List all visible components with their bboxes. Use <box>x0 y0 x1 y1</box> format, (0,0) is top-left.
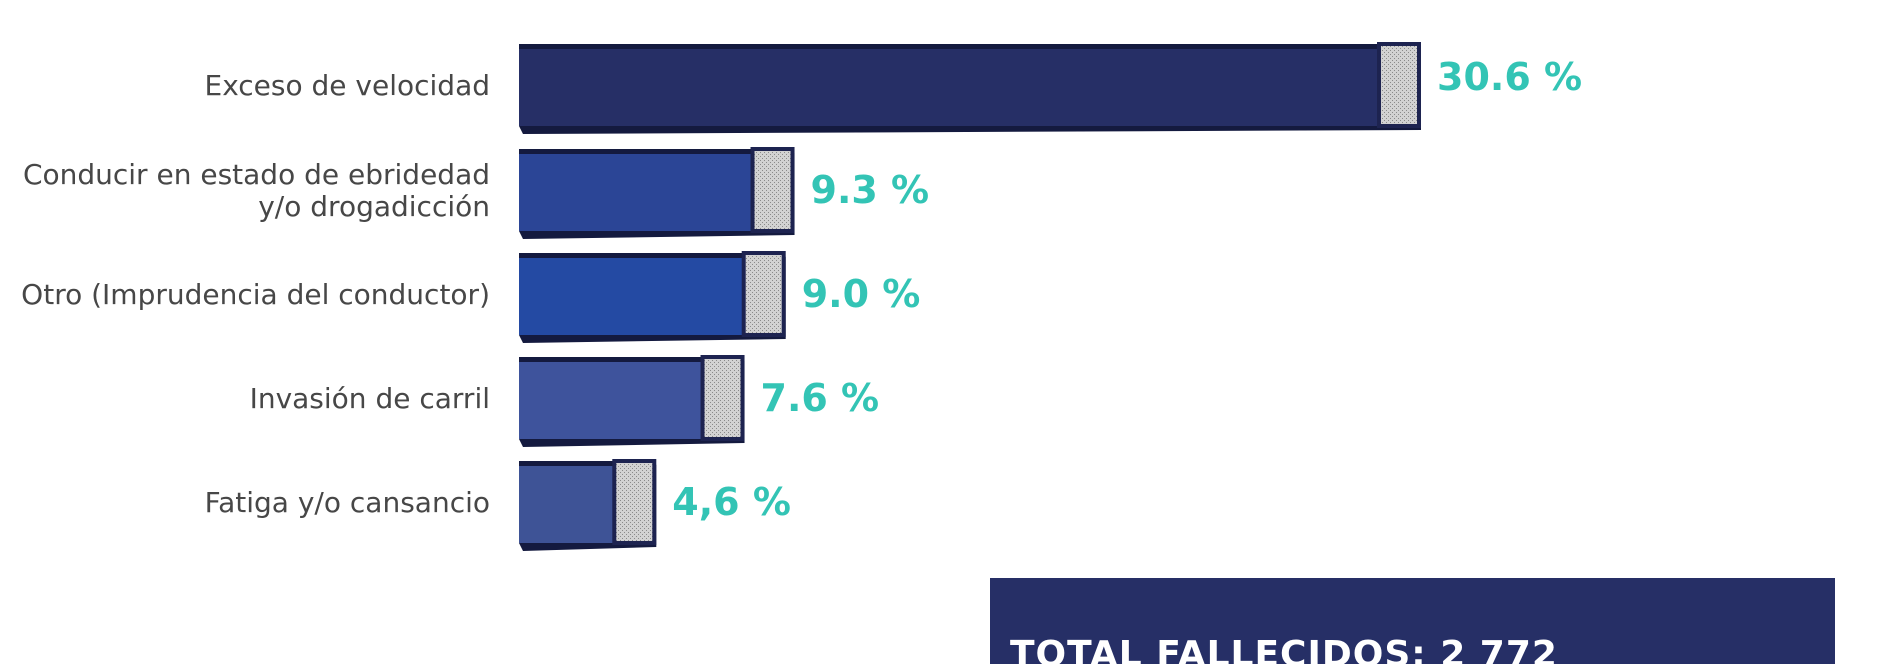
category-label: Invasión de carril <box>250 382 490 415</box>
value-label: 9.0 % <box>802 272 921 316</box>
total-box-background <box>990 578 1835 664</box>
total-label: TOTAL FALLECIDOS: 2 772 <box>1010 634 1558 664</box>
value-label: 9.3 % <box>811 168 930 212</box>
value-label: 4,6 % <box>672 480 791 524</box>
bar-group-2: 9.0 % Otro (Imprudencia del conductor) <box>21 251 921 343</box>
bar-group-0: 30.6 % Exceso de velocidad <box>205 42 1582 134</box>
category-label: Fatiga y/o cansancio <box>205 486 490 519</box>
bar-top-edge <box>519 149 753 154</box>
bar-group-4: 4,6 % Fatiga y/o cansancio <box>205 459 791 551</box>
bar-group-3: 7.6 % Invasión de carril <box>250 355 880 447</box>
bar <box>519 44 1379 126</box>
total-box: TOTAL FALLECIDOS: 2 772 <box>990 578 1835 664</box>
bar-end-cap <box>741 251 786 337</box>
bar-end-cap <box>700 355 745 441</box>
bars-group: 30.6 % Exceso de velocidad 9.3 % Conducir e… <box>21 42 1582 551</box>
bar-end-cap <box>750 147 795 233</box>
value-label: 30.6 % <box>1437 55 1582 99</box>
category-label: y/o drogadicción <box>258 190 490 223</box>
bar-top-edge <box>519 461 615 466</box>
bar <box>519 253 744 335</box>
bar <box>519 357 703 439</box>
bar-top-edge <box>519 44 1379 49</box>
bar-top-edge <box>519 253 744 258</box>
bar-end-cap <box>1377 42 1421 128</box>
bar <box>519 461 615 543</box>
category-label: Otro (Imprudencia del conductor) <box>21 278 490 311</box>
bar-top-edge <box>519 357 703 362</box>
value-label: 7.6 % <box>761 376 880 420</box>
bar-group-1: 9.3 % Conducir en estado de ebridedady/o … <box>23 147 930 239</box>
category-label: Conducir en estado de ebridedad <box>23 158 490 191</box>
category-label: Exceso de velocidad <box>205 69 491 102</box>
bar-end-cap <box>612 459 657 545</box>
bar <box>519 149 753 231</box>
